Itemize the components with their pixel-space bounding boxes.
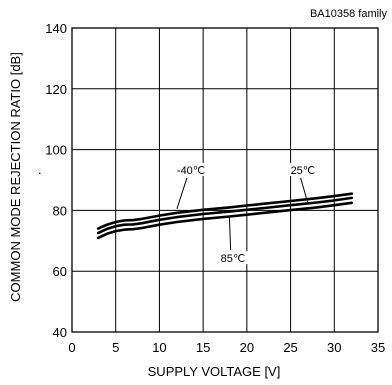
x-tick-labels: 0 5 10 15 20 25 30 35: [68, 340, 385, 355]
series-line-85: [96, 201, 354, 240]
series-line-40: [96, 192, 354, 230]
x-tick-label-30: 30: [327, 340, 341, 355]
x-tick-label-10: 10: [152, 340, 166, 355]
series-layer: [96, 192, 354, 240]
x-tick-label-5: 5: [112, 340, 119, 355]
series-label-40: -40℃: [177, 165, 205, 177]
y-tick-label-120: 120: [45, 82, 67, 97]
label-bg-25: [287, 162, 318, 176]
x-tick-label-0: 0: [68, 340, 75, 355]
leader-line-25: [300, 177, 309, 204]
x-tick-label-35: 35: [371, 340, 385, 355]
y-tick-label-40: 40: [53, 325, 67, 340]
plot-frame: [71, 27, 379, 333]
y-tick-label-140: 140: [45, 21, 67, 36]
stray-label: .: [38, 162, 42, 177]
series-label-85: 85℃: [221, 253, 246, 265]
y-tick-labels: 40 60 80 100 120 140: [45, 21, 67, 340]
x-axis-title: SUPPLY VOLTAGE [V]: [148, 364, 281, 379]
x-tick-label-15: 15: [196, 340, 210, 355]
y-tick-label-60: 60: [53, 264, 67, 279]
grid-layer: [72, 28, 378, 332]
y-tick-label-100: 100: [45, 143, 67, 158]
label-bg-40: [173, 162, 204, 176]
leader-line-85: [228, 216, 232, 251]
x-tick-label-25: 25: [283, 340, 297, 355]
y-axis-title: COMMON MODE REJECTION RATIO [dB]: [8, 52, 23, 302]
annotation-layer: -40℃ 25℃ 85℃: [173, 162, 318, 265]
x-tick-label-20: 20: [240, 340, 254, 355]
series-label-25: 25℃: [291, 165, 316, 177]
series-line-25: [96, 196, 354, 235]
y-tick-label-80: 80: [53, 203, 67, 218]
leader-line-40: [176, 177, 188, 210]
header-note: BA10358 family: [310, 8, 388, 20]
label-bg-85: [217, 251, 248, 265]
